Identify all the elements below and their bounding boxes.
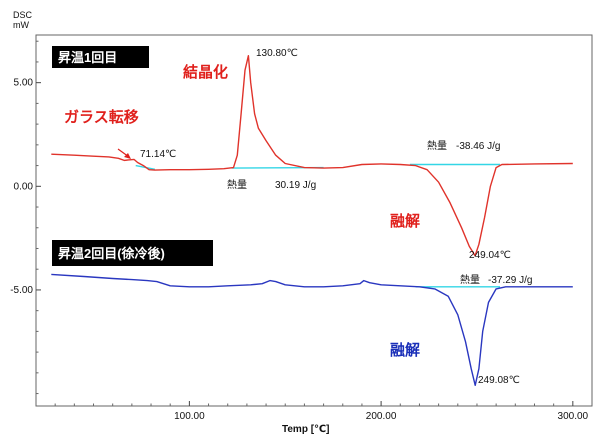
y-tick-label: 5.00 [14, 78, 34, 89]
glass-transition-label: ガラス転移 [64, 108, 139, 126]
heat-cryst-label: 熱量 [227, 178, 247, 191]
heat-cryst-value: 30.19 J/g [275, 180, 316, 191]
run2-label-box [52, 240, 213, 266]
x-tick-label: 200.00 [366, 411, 397, 422]
y-tick-label: 0.00 [14, 181, 34, 192]
run1-label-box [52, 46, 149, 68]
tc-temperature: 130.80℃ [256, 48, 298, 59]
crystallization-label: 結晶化 [183, 63, 228, 81]
tm1-temperature: 249.04℃ [469, 250, 511, 261]
plot-frame [35, 34, 593, 407]
x-axis-title: Temp [℃] [282, 424, 329, 435]
glass-transition-arrowhead [124, 153, 131, 159]
y-tick-label: -5.00 [10, 285, 33, 296]
y-axis-unit: mW [13, 20, 29, 30]
heat-melt1-value: -38.46 J/g [456, 141, 500, 152]
x-tick-label: 300.00 [558, 411, 589, 422]
tm2-temperature: 249.08℃ [478, 375, 520, 386]
series-line-2 [51, 273, 573, 386]
tg-temperature: 71.14℃ [140, 149, 176, 160]
run2-label: 昇温2回目(徐冷後) [58, 246, 165, 261]
heat-melt2-label: 熱量 [460, 273, 480, 286]
series-line-1 [51, 55, 573, 257]
y-axis-title: DSC [13, 10, 33, 20]
heat-melt1-label: 熱量 [427, 139, 447, 152]
heat-melt2-value: -37.29 J/g [488, 275, 532, 286]
melting1-label: 融解 [390, 212, 420, 230]
x-tick-label: 100.00 [174, 411, 205, 422]
melting2-label: 融解 [390, 341, 420, 359]
run1-label: 昇温1回目 [58, 50, 117, 65]
